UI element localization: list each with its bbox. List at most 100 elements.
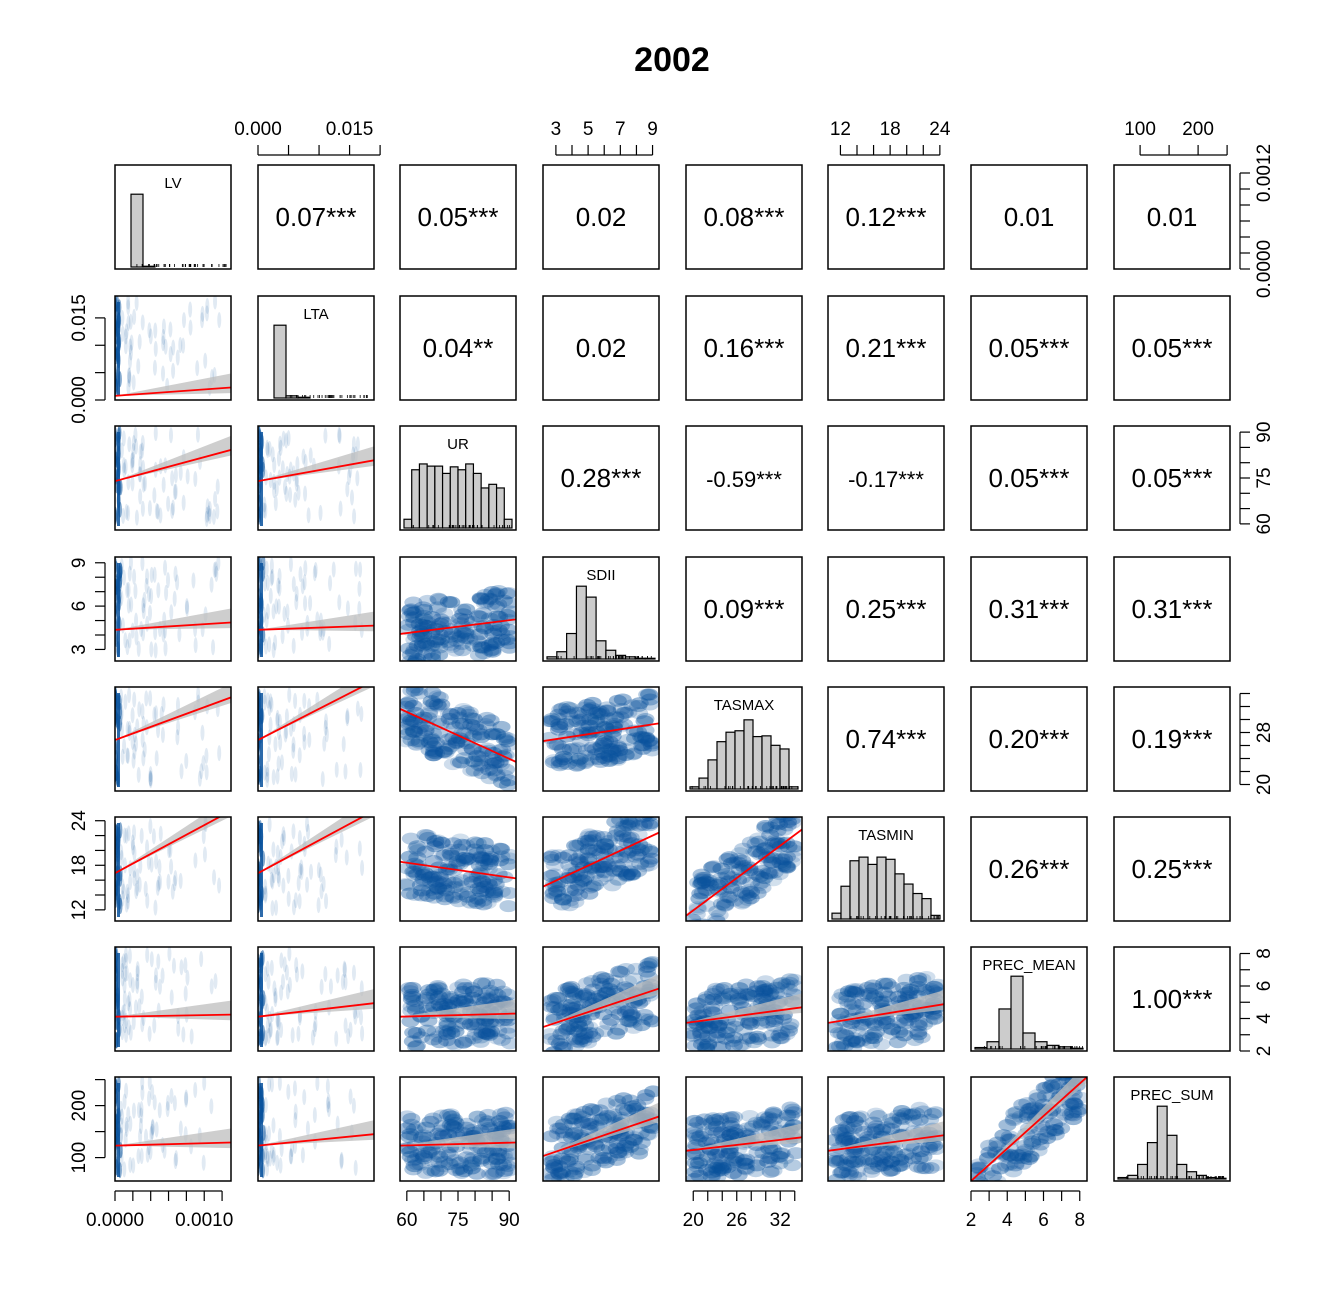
density-blob	[337, 594, 341, 610]
density-blob	[132, 1103, 136, 1119]
density-blob	[322, 876, 326, 892]
density-blob	[875, 978, 893, 990]
density-blob	[484, 754, 502, 766]
density-blob	[561, 1150, 579, 1162]
density-blob	[694, 1005, 712, 1017]
panel-PREC_SUM-SDII	[541, 1085, 662, 1185]
density-blob	[284, 726, 288, 742]
density-blob	[592, 971, 610, 983]
density-blob	[212, 509, 216, 525]
density-blob	[585, 844, 603, 856]
density-blob	[156, 880, 160, 896]
tick-label: 7	[615, 119, 626, 140]
hist-bar	[868, 864, 877, 919]
tick-label: 26	[726, 1210, 747, 1231]
density-blob	[148, 690, 152, 706]
density-blob	[268, 1151, 272, 1167]
density-blob	[291, 823, 295, 839]
density-blob	[603, 879, 621, 891]
hist-bar	[616, 655, 626, 659]
density-blob	[581, 882, 599, 894]
density-blob	[133, 583, 137, 599]
density-blob	[302, 726, 306, 742]
panel-SDII-UR	[399, 585, 519, 669]
density-blob	[442, 596, 460, 608]
density-blob	[352, 436, 356, 452]
density-blob	[120, 442, 124, 458]
density-blob	[171, 884, 175, 900]
density-blob	[587, 713, 605, 725]
corr-label-LTA-PREC_MEAN: 0.05***	[989, 333, 1070, 363]
density-blob	[184, 1090, 188, 1106]
density-blob	[302, 1089, 306, 1105]
axis-bottom-PREC_MEAN: 2468	[966, 1191, 1085, 1231]
axis-top-LTA: 0.000 0.015	[234, 119, 380, 155]
panel-PREC_MEAN-LV	[113, 945, 231, 1048]
density-blob	[324, 713, 328, 729]
density-blob	[302, 693, 306, 709]
density-blob	[287, 687, 291, 703]
panel-PREC_SUM-LV	[113, 1074, 231, 1178]
density-blob	[433, 1120, 451, 1132]
density-blob	[145, 893, 149, 909]
tick-label: 75	[447, 1210, 468, 1231]
density-blob	[439, 1109, 457, 1121]
hist-bar	[975, 1048, 987, 1049]
density-blob	[188, 302, 192, 318]
density-blob	[686, 1173, 704, 1185]
density-blob	[626, 732, 644, 744]
panel-LTA-LV	[113, 293, 231, 396]
density-blob	[200, 725, 204, 741]
density-blob	[324, 893, 328, 909]
density-blob	[193, 853, 197, 869]
density-blob	[345, 708, 349, 724]
density-blob	[129, 1025, 133, 1041]
density-blob	[356, 701, 360, 717]
density-blob	[209, 1098, 213, 1114]
diag-label-TASMIN: TASMIN	[858, 827, 914, 844]
density-blob	[120, 850, 124, 866]
density-blob	[158, 979, 162, 995]
density-blob	[1018, 1097, 1036, 1109]
density-blob	[212, 869, 216, 885]
density-blob	[168, 321, 172, 337]
density-blob	[339, 501, 343, 517]
density-blob	[358, 762, 362, 778]
hist-bar	[841, 886, 850, 919]
density-blob	[345, 849, 349, 865]
density-blob	[140, 828, 144, 844]
density-blob	[417, 829, 435, 841]
density-blob	[973, 1195, 991, 1207]
density-blob	[126, 887, 130, 903]
density-blob	[142, 477, 146, 493]
tick-label: 6	[69, 601, 90, 612]
density-blob	[210, 577, 214, 593]
density-blob	[142, 1010, 146, 1026]
hist-bar	[1197, 1175, 1207, 1179]
density-blob	[360, 1025, 364, 1041]
density-blob	[263, 695, 267, 711]
density-blob	[305, 877, 309, 893]
density-blob	[148, 818, 152, 834]
density-blob	[405, 634, 423, 646]
density-blob	[121, 617, 125, 633]
density-blob	[123, 632, 127, 648]
density-blob	[173, 870, 177, 886]
density-blob	[309, 447, 313, 463]
density-blob	[141, 597, 145, 613]
density-blob	[1060, 1063, 1078, 1075]
panel-TASMIN-LTA	[256, 797, 374, 917]
density-blob	[597, 1156, 615, 1168]
density-blob	[141, 501, 145, 517]
density-blob	[154, 425, 158, 441]
hist-bar	[443, 473, 451, 528]
axis-bottom-LV: 0.0000 0.0010	[86, 1191, 233, 1231]
corr-label-SDII-TASMIN: 0.25***	[846, 594, 927, 624]
hist-bar	[481, 488, 489, 528]
density-blob	[175, 574, 179, 590]
density-blob	[577, 1150, 595, 1162]
density-blob	[560, 985, 578, 997]
panel-SDII-LTA	[256, 554, 374, 658]
density-blob	[292, 638, 296, 654]
